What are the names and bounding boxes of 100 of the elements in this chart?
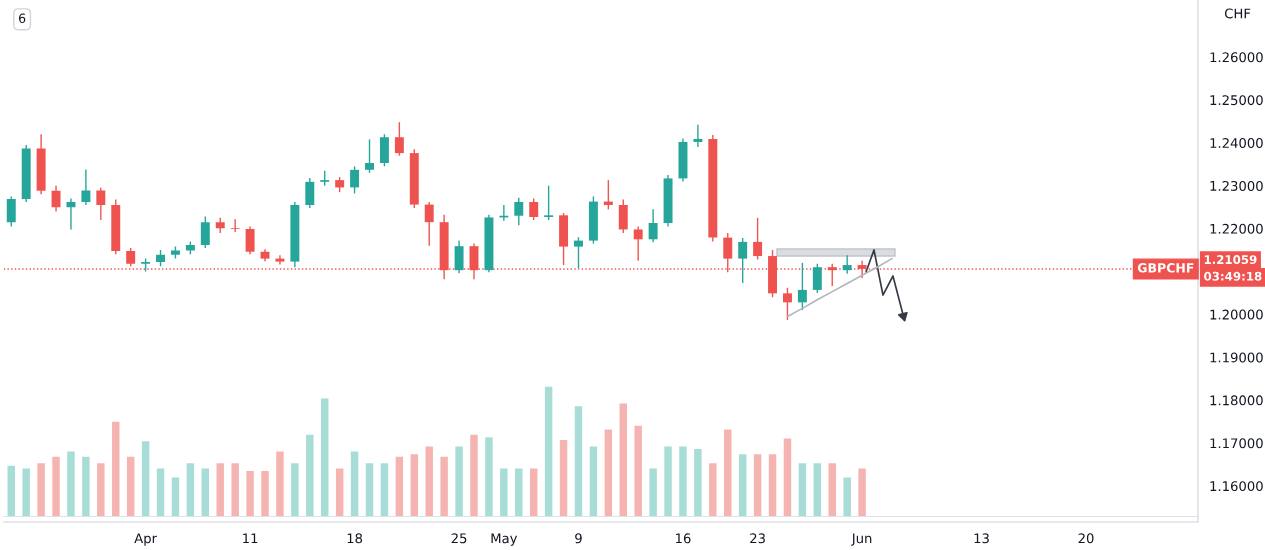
bar bbox=[276, 451, 284, 517]
bar bbox=[216, 463, 224, 517]
bar bbox=[500, 468, 508, 517]
bar bbox=[52, 456, 60, 517]
x-tick-label: 9 bbox=[575, 533, 582, 544]
bar bbox=[186, 463, 195, 517]
bar bbox=[365, 463, 374, 517]
bar bbox=[82, 456, 90, 517]
bar bbox=[470, 434, 478, 517]
candlestick bbox=[350, 165, 360, 195]
bar bbox=[171, 477, 180, 517]
bar bbox=[709, 463, 717, 517]
x-tick-label: Jun bbox=[851, 533, 872, 546]
bar bbox=[798, 463, 807, 517]
candlestick bbox=[693, 124, 703, 148]
bar bbox=[753, 454, 762, 517]
x-tick-label: 13 bbox=[974, 533, 989, 544]
bar bbox=[350, 451, 359, 517]
bar bbox=[97, 463, 105, 517]
candlestick bbox=[544, 185, 554, 221]
bar bbox=[22, 468, 30, 517]
candlestick bbox=[424, 201, 434, 247]
annotation: 6 bbox=[19, 13, 26, 23]
text: CHF bbox=[1224, 8, 1251, 19]
bar bbox=[7, 465, 15, 517]
bar bbox=[320, 398, 329, 517]
y-tick-label: 1.18000 bbox=[1210, 395, 1263, 406]
y-tick-label: 1.23000 bbox=[1210, 180, 1263, 191]
candlestick bbox=[275, 254, 285, 266]
bar bbox=[679, 446, 687, 517]
x-tick-label: May bbox=[491, 533, 518, 546]
x-tick-label: 18 bbox=[347, 533, 363, 544]
text: 03:49:18 bbox=[1204, 271, 1262, 281]
candlestick bbox=[529, 197, 539, 221]
bar bbox=[559, 439, 568, 517]
y-tick-label: 1.22000 bbox=[1210, 223, 1263, 234]
x-tick-label: Apr bbox=[134, 533, 158, 546]
x-tick-label: 20 bbox=[1078, 533, 1094, 544]
candlestick bbox=[81, 168, 91, 206]
candlestick bbox=[126, 247, 136, 268]
bar bbox=[634, 425, 642, 517]
bar bbox=[67, 451, 75, 517]
bar bbox=[529, 468, 538, 517]
candlestick bbox=[812, 263, 822, 294]
bar bbox=[783, 438, 792, 517]
x-tick-label: 25 bbox=[451, 533, 467, 544]
bar bbox=[515, 468, 523, 517]
candlestick bbox=[394, 121, 404, 157]
bar bbox=[156, 468, 165, 517]
candlestick bbox=[230, 218, 240, 233]
bar bbox=[395, 456, 404, 517]
bar bbox=[813, 463, 822, 517]
bar bbox=[425, 446, 433, 517]
bar bbox=[843, 477, 851, 517]
candlestick bbox=[200, 215, 210, 249]
y-tick-label: 1.17000 bbox=[1210, 438, 1263, 449]
bar bbox=[306, 434, 314, 517]
candlestick bbox=[245, 225, 255, 256]
x-tick-label: 23 bbox=[750, 533, 765, 544]
y-tick-label: 1.26000 bbox=[1210, 52, 1263, 63]
candlestick bbox=[96, 187, 106, 221]
candlestick bbox=[782, 287, 792, 321]
bar bbox=[126, 456, 135, 517]
bar bbox=[246, 471, 254, 517]
y-tick-label: 1.16000 bbox=[1210, 481, 1263, 492]
bar bbox=[485, 437, 493, 517]
candlestick bbox=[51, 185, 61, 213]
x-tick-label: 11 bbox=[243, 533, 258, 544]
bar bbox=[768, 454, 777, 517]
bar bbox=[410, 454, 419, 517]
y-tick-label: 1.19000 bbox=[1210, 352, 1263, 363]
candlestick bbox=[514, 197, 524, 226]
bar bbox=[201, 468, 210, 517]
bar bbox=[724, 429, 732, 517]
bar bbox=[231, 463, 239, 517]
candlestick bbox=[827, 263, 837, 287]
y-tick-label: 1.20000 bbox=[1210, 309, 1263, 320]
bar bbox=[112, 421, 120, 517]
candlestick bbox=[797, 262, 807, 311]
candlestick bbox=[6, 195, 16, 228]
candlestick bbox=[753, 217, 763, 261]
candlestick bbox=[842, 254, 852, 275]
candlestick bbox=[648, 208, 658, 244]
ref-line-label: GBPCHF bbox=[1137, 263, 1194, 273]
candlestick bbox=[738, 237, 748, 284]
bar bbox=[649, 468, 657, 517]
bar bbox=[291, 463, 299, 517]
bar bbox=[828, 463, 836, 517]
bar bbox=[694, 449, 702, 517]
text: 1.21059 bbox=[1204, 255, 1257, 265]
y-tick-label: 1.25000 bbox=[1210, 95, 1263, 106]
bar bbox=[574, 406, 583, 517]
bar bbox=[738, 454, 747, 517]
bar bbox=[261, 471, 269, 517]
bar bbox=[455, 446, 463, 517]
bar bbox=[440, 456, 448, 517]
candlestick bbox=[633, 225, 643, 262]
bar bbox=[858, 468, 866, 517]
candlestick bbox=[66, 197, 76, 231]
bar bbox=[335, 468, 344, 517]
